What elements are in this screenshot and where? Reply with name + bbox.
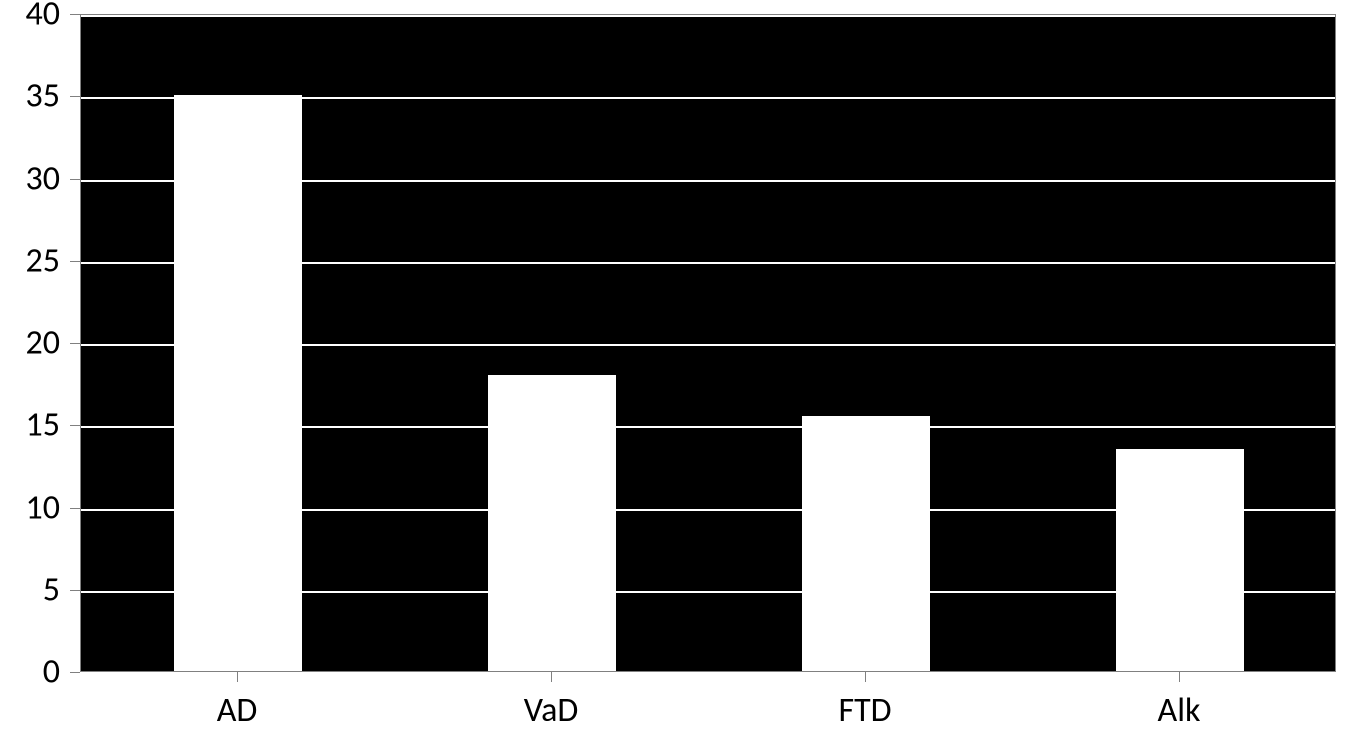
y-tick-mark bbox=[70, 14, 80, 15]
x-tick-label: AD bbox=[217, 690, 258, 731]
y-tick-mark bbox=[70, 343, 80, 344]
y-tick-mark bbox=[70, 508, 80, 509]
bar-Alk bbox=[1116, 449, 1245, 671]
x-tick-label: FTD bbox=[838, 690, 891, 731]
y-tick-mark bbox=[70, 261, 80, 262]
y-tick-label: 0 bbox=[43, 652, 60, 693]
x-tick-label: Alk bbox=[1158, 690, 1201, 731]
x-tick-mark bbox=[237, 672, 238, 682]
y-tick-mark bbox=[70, 179, 80, 180]
y-tick-label: 20 bbox=[26, 323, 60, 364]
y-tick-label: 25 bbox=[26, 240, 60, 281]
x-tick-mark bbox=[1179, 672, 1180, 682]
y-tick-label: 35 bbox=[26, 76, 60, 117]
y-tick-mark bbox=[70, 96, 80, 97]
x-tick-mark bbox=[551, 672, 552, 682]
y-tick-mark bbox=[70, 590, 80, 591]
plot-area bbox=[80, 14, 1336, 672]
y-tick-label: 15 bbox=[26, 405, 60, 446]
x-tick-label: VaD bbox=[524, 690, 579, 731]
y-tick-label: 10 bbox=[26, 487, 60, 528]
gridline bbox=[81, 15, 1335, 17]
y-tick-label: 30 bbox=[26, 158, 60, 199]
bar-chart: 0 5 10 15 20 25 30 35 40 AD VaD FTD Alk bbox=[0, 0, 1350, 742]
y-tick-mark bbox=[70, 425, 80, 426]
bar-FTD bbox=[802, 416, 931, 671]
bar-VaD bbox=[488, 375, 617, 671]
y-tick-mark bbox=[70, 672, 80, 673]
bar-AD bbox=[174, 95, 303, 671]
x-tick-mark bbox=[865, 672, 866, 682]
y-tick-label: 5 bbox=[43, 569, 60, 610]
gridline bbox=[81, 673, 1335, 675]
y-tick-label: 40 bbox=[26, 0, 60, 35]
